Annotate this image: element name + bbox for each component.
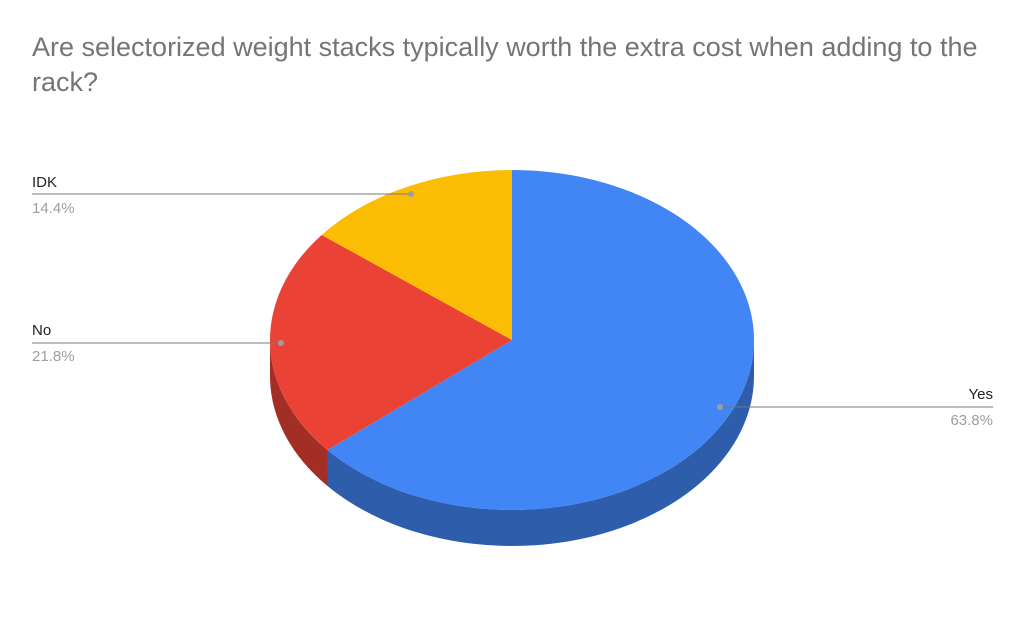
slice-value-label: 63.8%: [950, 412, 993, 429]
pie-slice-yes[interactable]: [327, 170, 754, 510]
leader-dot: [278, 340, 284, 346]
slice-label: Yes: [969, 386, 993, 403]
slice-label: No: [32, 322, 51, 339]
slice-label: IDK: [32, 174, 57, 191]
pie-side-no: [270, 340, 328, 486]
leader-dot: [408, 191, 414, 197]
chart-title: Are selectorized weight stacks typically…: [32, 32, 978, 97]
leader-dot: [717, 404, 723, 410]
pie-slice-idk[interactable]: [321, 170, 512, 340]
slice-value-label: 14.4%: [32, 200, 75, 217]
pie-slice-no[interactable]: [269, 234, 512, 450]
slice-value-label: 21.8%: [32, 348, 75, 365]
pie-side-yes: [327, 340, 754, 546]
